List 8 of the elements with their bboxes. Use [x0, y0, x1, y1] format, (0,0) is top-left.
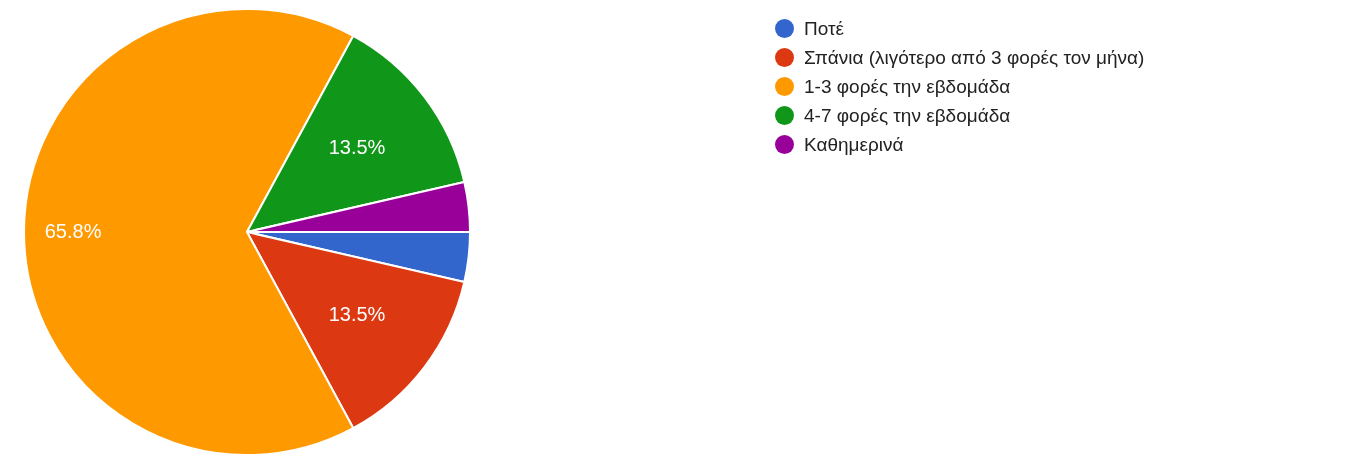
legend-label: 1-3 φορές την εβδομάδα [804, 75, 1011, 98]
data-label: 65.8% [44, 219, 102, 242]
data-label: 13.5% [328, 303, 386, 326]
legend-label: Καθημερινά [804, 133, 904, 156]
legend-label: 4-7 φορές την εβδομάδα [804, 104, 1011, 127]
data-label: 13.5% [328, 135, 386, 158]
legend-label: Ποτέ [804, 17, 844, 40]
legend-label: Σπάνια (λιγότερο από 3 φορές τον μήνα) [804, 46, 1145, 69]
